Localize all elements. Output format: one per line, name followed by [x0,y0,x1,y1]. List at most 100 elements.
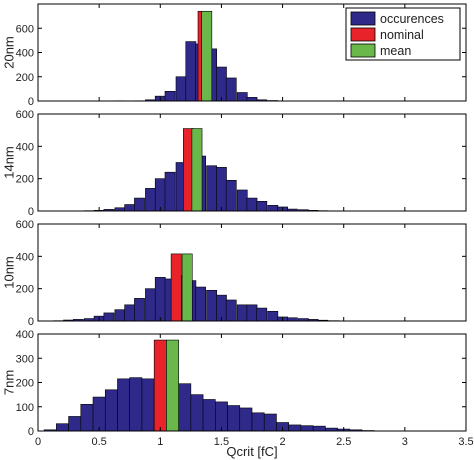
occurrence-bar [56,423,69,432]
x-tick-label: 2.5 [336,436,351,448]
occurrence-bar [175,76,187,102]
x-tick-label: 0 [35,436,41,448]
y-tick-label: 200 [16,72,34,84]
y-tick-label: 0 [28,316,34,328]
occurrence-bar [124,204,136,212]
occurrence-bar [154,178,166,212]
occurrence-bar [236,304,248,322]
occurrence-bar [206,165,218,212]
x-tick-label: 2 [280,436,286,448]
occurrence-bar [256,201,268,212]
y-tick-label: 600 [16,219,34,231]
mean-bar [191,128,203,212]
panel-7nm: 0 100 200 300 400 7nm 0 0.5 1 1.5 2 2.5 3 3.5 [1,329,473,448]
legend: occurences nominal mean [345,7,461,61]
occurrence-bar [164,91,176,102]
nominal-bar [153,339,167,432]
y-tick-label: 600 [16,109,34,121]
axes-frame [37,113,467,212]
x-tick-label: 1 [157,436,163,448]
occurrence-bar [114,309,126,322]
nominal-bar [170,253,182,322]
y-tick-label: 200 [16,378,34,390]
occurrence-bar [134,298,145,322]
x-axis-label: Qcrit [fC] [226,444,277,459]
legend-swatch-occurrences [350,11,376,26]
occurrence-bar [178,383,192,432]
occurrence-bar [225,77,237,102]
occurrence-bar [145,288,156,322]
occurrence-bar [225,179,237,212]
y-tick-label: 100 [16,402,34,414]
occurrence-bar [103,312,115,322]
occurrence-bar [215,401,228,432]
occurrence-bar [190,394,204,432]
occurrence-bar [236,92,248,102]
occurrence-bar [154,277,166,322]
occurrence-bar [129,377,143,432]
occurrence-bar [164,171,176,212]
y-tick-label: 0 [28,206,34,218]
y-tick-label: 0 [28,96,34,108]
occurrence-bar [195,286,207,322]
occurrence-bar [206,289,218,322]
occurrence-bar [134,197,145,212]
x-tick-label: 1.5 [214,436,229,448]
occurrence-bar [124,304,136,322]
occurrence-bar [216,66,227,102]
legend-swatch-mean [350,43,376,58]
occurrence-bar [202,399,216,432]
occurrence-bar [117,378,131,432]
occurrence-bar [251,412,265,432]
y-tick-label: 400 [16,329,34,341]
y-tick-label: 400 [16,48,34,60]
occurrence-bar [227,405,241,432]
panel-y-label: 7nm [1,370,16,395]
y-tick-label: 300 [16,353,34,365]
panel-10nm: 0 200 400 600 10nm [1,219,467,328]
axes-frame [37,223,467,322]
legend-label-nominal: nominal [380,28,424,42]
occurrence-bar [80,404,94,432]
panel-y-label: 10nm [1,256,16,289]
occurrence-bar [246,97,258,102]
y-tick-label: 400 [16,141,34,153]
occurrence-bar [267,205,279,212]
occurrence-bar [263,413,277,432]
x-tick-label: 3.5 [458,436,473,448]
y-tick-label: 600 [16,23,34,35]
panel-14nm: 0 200 400 600 14nm [1,109,467,218]
legend-label-occurrences: occurences [380,12,444,26]
occurrence-bar [92,396,106,432]
mean-bar [166,339,179,432]
occurrence-bar [216,167,227,212]
y-tick-label: 0 [28,426,34,438]
x-tick-label: 0.5 [91,436,106,448]
y-tick-label: 200 [16,284,34,296]
occurrence-bar [246,304,258,322]
mean-bar [201,10,213,102]
occurrence-bar [300,425,314,432]
y-tick-label: 400 [16,251,34,263]
occurrence-bar [141,378,155,432]
occurrence-bar [239,407,253,432]
occurrence-bar [312,425,326,432]
panels: 020040060020nm020040060014nm020040060010… [1,3,474,448]
occurrence-bar [68,416,82,432]
occurrence-bar [288,424,302,432]
legend-label-mean: mean [380,44,411,58]
panel-y-label: 14nm [1,146,16,179]
legend-swatch-nominal [350,27,376,42]
panel-y-label: 20nm [1,36,16,69]
occurrence-bar [225,299,237,322]
y-tick-label: 200 [16,174,34,186]
occurrence-bar [104,389,118,432]
occurrence-bar [145,188,156,212]
occurrence-bar [236,189,248,212]
x-tick-label: 3 [402,436,408,448]
mean-bar [181,253,193,322]
occurrence-bar [185,41,197,102]
occurrence-bar [246,197,258,212]
